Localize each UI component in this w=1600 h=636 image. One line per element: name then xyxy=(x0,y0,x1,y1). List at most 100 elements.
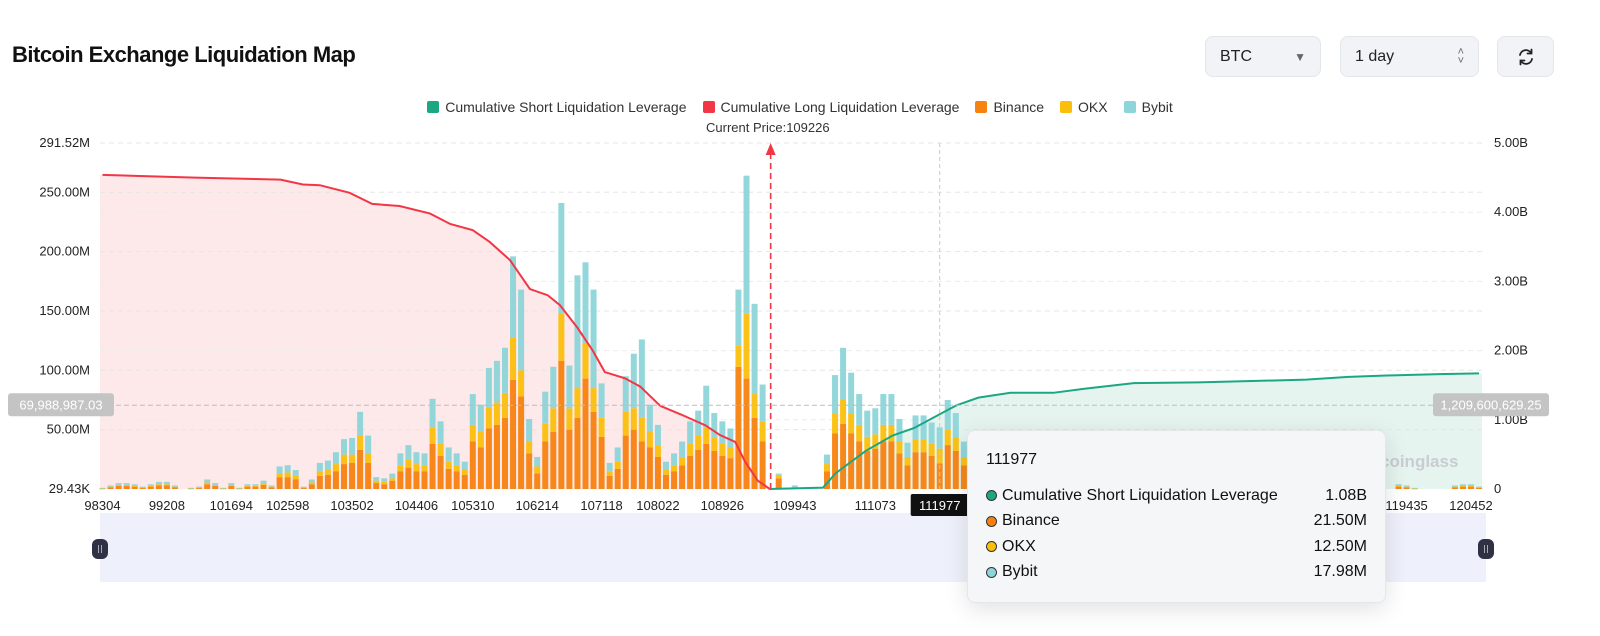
bar-binance xyxy=(1403,487,1410,489)
y-right-tick-label: 5.00B xyxy=(1494,135,1528,150)
bar-okx xyxy=(534,466,541,474)
x-tick-label: 98304 xyxy=(84,498,120,513)
bar-bybit xyxy=(260,480,267,484)
bar-binance xyxy=(695,449,702,489)
x-tick-label: 103502 xyxy=(330,498,373,513)
bar-binance xyxy=(212,486,219,489)
x-tick-label: 108926 xyxy=(701,498,744,513)
bar-okx xyxy=(196,487,203,489)
bar-okx xyxy=(1395,485,1402,487)
bar-bybit xyxy=(373,477,380,481)
refresh-button[interactable] xyxy=(1497,36,1554,77)
bar-okx xyxy=(928,443,935,456)
bar-bybit xyxy=(840,347,847,400)
bar-okx xyxy=(308,482,315,485)
bar-okx xyxy=(1476,487,1483,489)
bar-binance xyxy=(840,423,847,489)
period-select[interactable]: 1 day ˄ ˅ xyxy=(1340,36,1479,77)
bar-bybit xyxy=(960,441,967,457)
bar-okx xyxy=(131,485,138,487)
bar-binance xyxy=(502,417,508,489)
bar-okx xyxy=(671,465,678,472)
bar-okx xyxy=(469,424,476,442)
chart-tooltip: 111977 Cumulative Short Liquidation Leve… xyxy=(967,430,1386,603)
bar-okx xyxy=(719,443,726,456)
symbol-select[interactable]: BTC ▼ xyxy=(1205,36,1321,77)
bar-bybit xyxy=(510,256,517,338)
bar-okx xyxy=(123,484,130,487)
bar-okx xyxy=(139,487,146,489)
bar-bybit xyxy=(485,367,492,408)
bar-okx xyxy=(630,408,637,430)
bar-bybit xyxy=(719,421,726,444)
bar-binance xyxy=(461,474,468,489)
bar-okx xyxy=(872,434,879,449)
bar-binance xyxy=(429,443,436,489)
series-dot-icon xyxy=(986,515,997,527)
bar-okx xyxy=(1451,486,1458,488)
bar-bybit xyxy=(622,376,629,412)
bar-okx xyxy=(518,370,525,397)
bar-okx xyxy=(711,437,718,452)
bar-okx xyxy=(389,478,396,481)
bar-okx xyxy=(381,481,388,485)
watermark-logo: coinglass xyxy=(1380,452,1458,471)
bar-binance xyxy=(832,433,839,489)
bar-bybit xyxy=(526,418,533,442)
legend-label: Binance xyxy=(993,99,1045,115)
bar-bybit xyxy=(123,483,130,485)
bar-binance xyxy=(582,378,589,489)
bar-bybit xyxy=(630,353,637,409)
bar-bybit xyxy=(872,408,879,435)
bar-binance xyxy=(864,451,871,489)
bar-bybit xyxy=(888,394,895,425)
crosshair-left-box xyxy=(8,393,114,417)
bar-bybit xyxy=(381,478,388,482)
bar-binance xyxy=(944,445,951,489)
bar-okx xyxy=(252,485,259,487)
bar-okx xyxy=(397,465,404,472)
bar-binance xyxy=(1459,486,1466,489)
series-dot-icon xyxy=(986,490,997,502)
tooltip-row-short: Cumulative Short Liquidation Leverage 1.0… xyxy=(986,483,1367,509)
x-tick-label: 108022 xyxy=(636,498,679,513)
bar-binance xyxy=(324,474,331,489)
bar-bybit xyxy=(638,339,645,418)
bar-okx xyxy=(864,436,871,452)
bar-binance xyxy=(566,429,573,489)
legend-item-bybit[interactable]: Bybit xyxy=(1123,99,1173,115)
legend-item-short[interactable]: Cumulative Short Liquidation Leverage xyxy=(427,99,687,115)
bar-binance xyxy=(365,462,372,489)
bar-bybit xyxy=(155,481,162,485)
bar-okx xyxy=(204,482,211,485)
legend-item-long[interactable]: Cumulative Long Liquidation Leverage xyxy=(702,99,959,115)
slider-handle-right[interactable] xyxy=(1478,539,1494,559)
bar-bybit xyxy=(357,411,364,436)
legend-item-okx[interactable]: OKX xyxy=(1060,99,1108,115)
y-right-tick-label: 0 xyxy=(1494,481,1501,496)
tooltip-value: 1.08B xyxy=(1325,486,1367,504)
bar-okx xyxy=(365,453,372,463)
bar-okx xyxy=(502,392,508,418)
bar-bybit xyxy=(687,421,694,444)
bar-bybit xyxy=(131,484,138,486)
up-down-chevron-icon: ˄ ˅ xyxy=(1457,45,1464,67)
bar-binance xyxy=(204,484,211,489)
bar-binance xyxy=(332,471,339,489)
tooltip-value: 21.50M xyxy=(1313,512,1367,530)
bar-binance xyxy=(477,447,484,489)
bar-bybit xyxy=(493,360,500,403)
bar-binance xyxy=(542,441,549,489)
bar-binance xyxy=(485,428,492,489)
slider-handle-left[interactable] xyxy=(92,539,108,559)
bar-binance xyxy=(952,451,959,489)
bar-bybit xyxy=(679,441,686,457)
bar-okx xyxy=(316,471,323,476)
bar-binance xyxy=(163,485,170,489)
bar-bybit xyxy=(598,383,605,418)
bar-okx xyxy=(461,470,468,475)
bar-bybit xyxy=(952,413,959,438)
legend-item-binance[interactable]: Binance xyxy=(975,99,1044,115)
bar-bybit xyxy=(308,479,315,483)
